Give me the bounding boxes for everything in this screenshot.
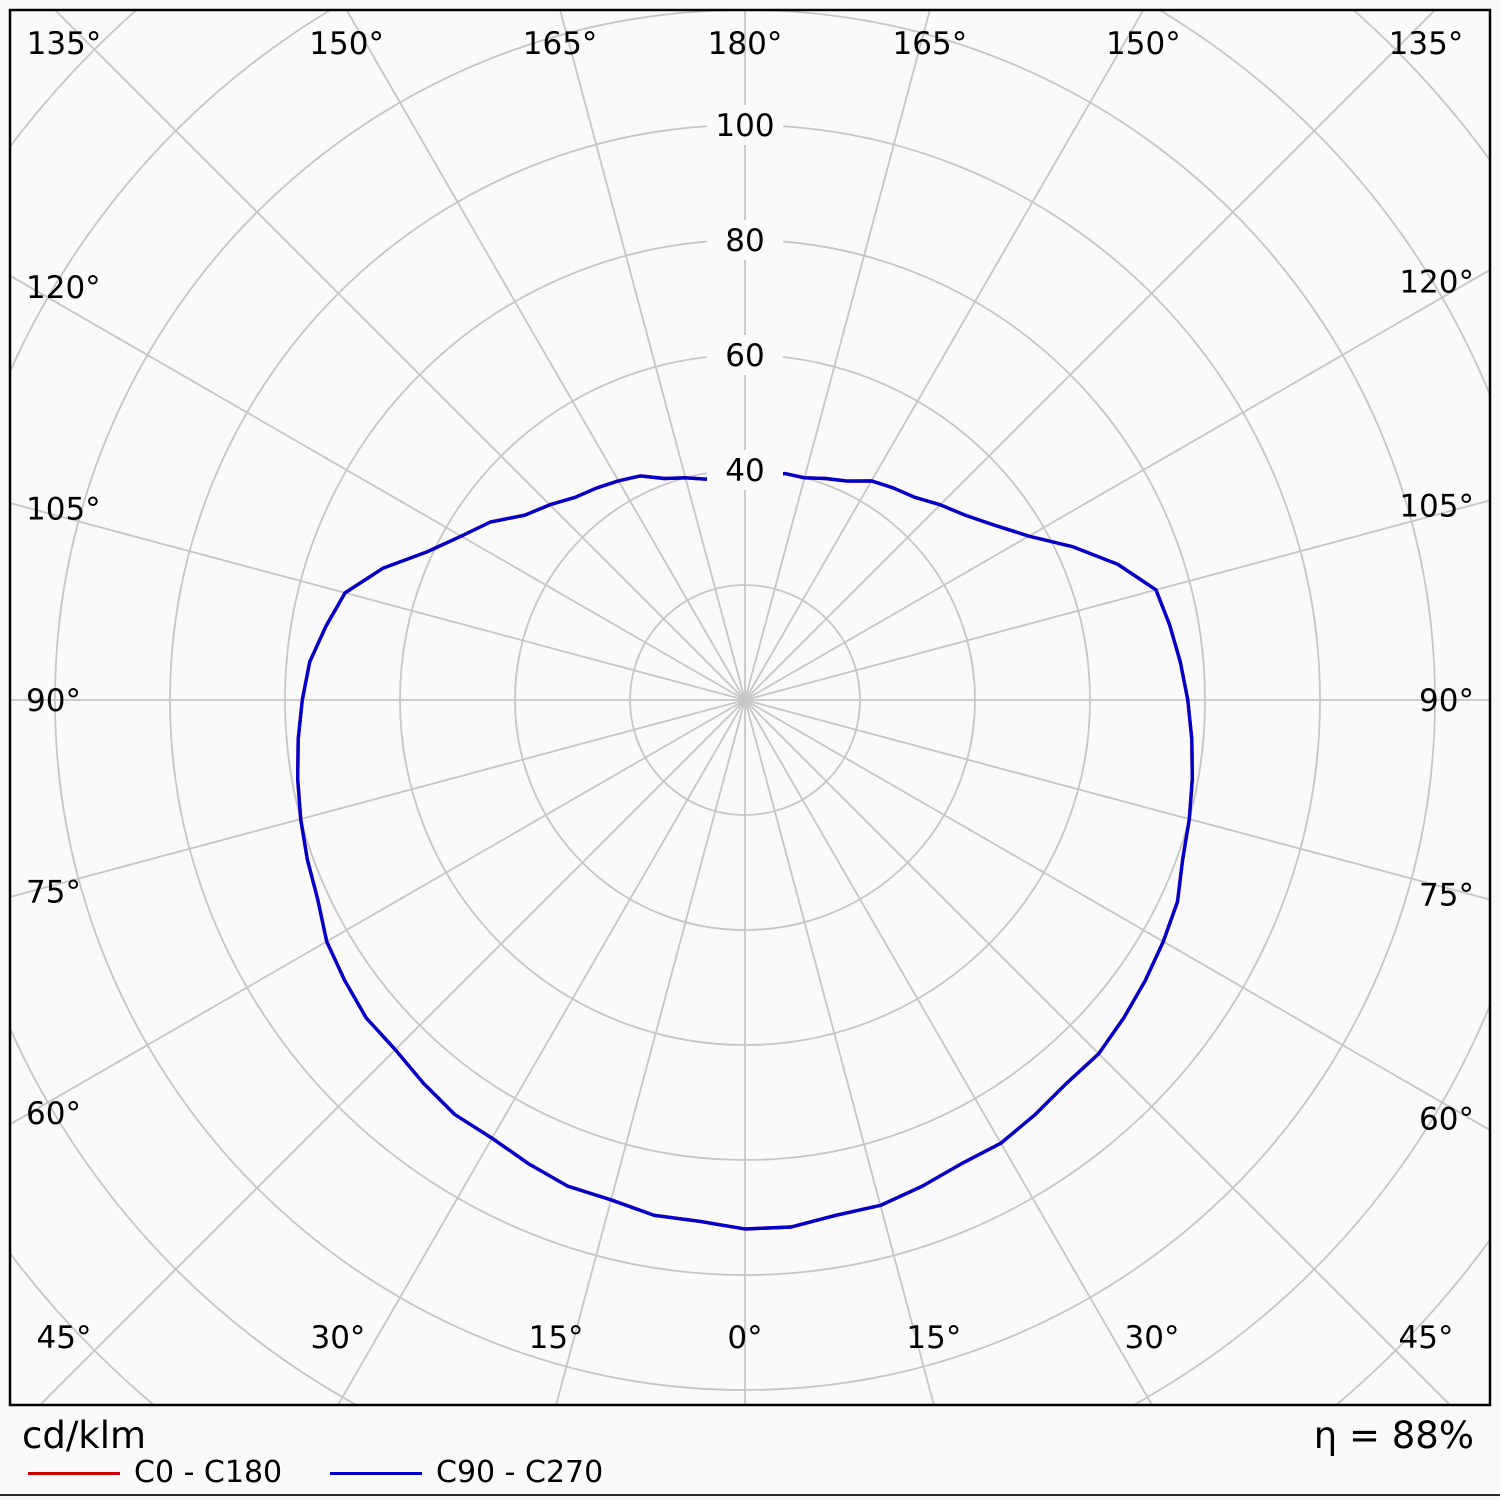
svg-text:75°: 75° (1419, 877, 1474, 913)
svg-text:0°: 0° (727, 1320, 762, 1356)
svg-text:75°: 75° (26, 875, 81, 911)
legend-line-red (28, 1471, 120, 1475)
svg-text:90°: 90° (1419, 683, 1474, 719)
svg-text:165°: 165° (523, 26, 598, 62)
svg-text:120°: 120° (26, 270, 101, 306)
svg-text:60°: 60° (1419, 1102, 1474, 1138)
svg-text:90°: 90° (26, 683, 81, 719)
svg-text:30°: 30° (1125, 1320, 1180, 1356)
bottom-divider (0, 1494, 1500, 1496)
svg-text:120°: 120° (1399, 264, 1474, 300)
legend-item-c90-c270: C90 - C270 (330, 1452, 603, 1494)
svg-text:60: 60 (725, 338, 764, 374)
svg-text:150°: 150° (309, 26, 384, 62)
svg-text:100: 100 (715, 108, 774, 144)
svg-text:135°: 135° (27, 26, 102, 62)
efficiency-label: η = 88% (1313, 1414, 1474, 1457)
legend-label-c0-c180: C0 - C180 (134, 1455, 283, 1490)
caption-bar: cd/klm η = 88% (0, 1410, 1500, 1457)
svg-text:105°: 105° (1399, 489, 1474, 525)
svg-text:180°: 180° (708, 26, 783, 62)
legend-line-blue (330, 1471, 422, 1475)
legend: C0 - C180 C90 - C270 (0, 1452, 1500, 1494)
svg-text:135°: 135° (1389, 26, 1464, 62)
svg-text:45°: 45° (1399, 1320, 1454, 1356)
svg-text:105°: 105° (26, 491, 101, 527)
svg-text:45°: 45° (37, 1320, 92, 1356)
svg-text:15°: 15° (906, 1320, 961, 1356)
svg-text:40: 40 (725, 453, 764, 489)
legend-item-c0-c180: C0 - C180 (28, 1452, 282, 1494)
svg-text:80: 80 (725, 223, 764, 259)
svg-text:150°: 150° (1106, 26, 1181, 62)
svg-text:165°: 165° (893, 26, 968, 62)
unit-label: cd/klm (22, 1414, 147, 1457)
svg-text:30°: 30° (310, 1320, 365, 1356)
svg-text:60°: 60° (26, 1096, 81, 1132)
legend-label-c90-c270: C90 - C270 (436, 1455, 604, 1490)
svg-text:15°: 15° (529, 1320, 584, 1356)
